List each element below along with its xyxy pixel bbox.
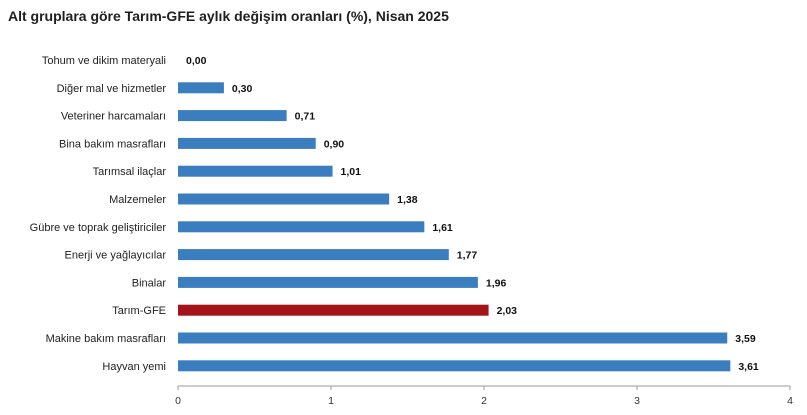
data-label: 3,61 [738,361,759,373]
data-label: 1,61 [432,222,453,234]
data-label: 3,59 [735,333,756,345]
bar [178,221,425,233]
category-label: Makine bakım masrafları [46,333,166,345]
chart-title: Alt gruplara göre Tarım-GFE aylık değişi… [8,8,449,24]
data-label: 2,03 [497,305,518,317]
category-label: Enerji ve yağlayıcılar [65,250,167,262]
bar-highlight [178,304,489,316]
category-label: Tarımsal ilaçlar [93,166,167,178]
category-label: Binalar [132,277,167,289]
category-label: Veteriner harcamaları [61,111,166,123]
bar [178,276,478,288]
category-label: Tohum ve dikim materyali [42,55,166,67]
category-label: Hayvan yemi [102,361,166,373]
category-label: Malzemeler [109,194,166,206]
data-label: 1,77 [457,250,478,262]
bar [178,110,287,122]
data-label: 1,38 [397,194,418,206]
bar [178,193,390,205]
x-tick-label: 4 [787,395,793,407]
data-label: 0,00 [186,55,207,67]
x-tick-label: 0 [175,395,181,407]
bar [178,82,224,94]
x-tick-label: 3 [634,395,640,407]
x-tick-label: 1 [328,395,334,407]
category-label: Tarım-GFE [112,305,166,317]
category-label: Bina bakım masrafları [59,138,166,150]
category-label: Diğer mal ve hizmetler [57,83,167,95]
data-label: 0,30 [232,83,253,95]
data-label: 0,90 [324,138,345,150]
data-label: 1,96 [486,277,507,289]
category-label: Gübre ve toprak geliştiriciler [30,222,167,234]
bar [178,137,316,149]
bar [178,360,731,372]
bar [178,332,728,344]
bar [178,165,333,177]
data-label: 0,71 [295,111,316,123]
data-label: 1,01 [341,166,362,178]
bar [178,249,449,261]
x-tick-label: 2 [481,395,487,407]
